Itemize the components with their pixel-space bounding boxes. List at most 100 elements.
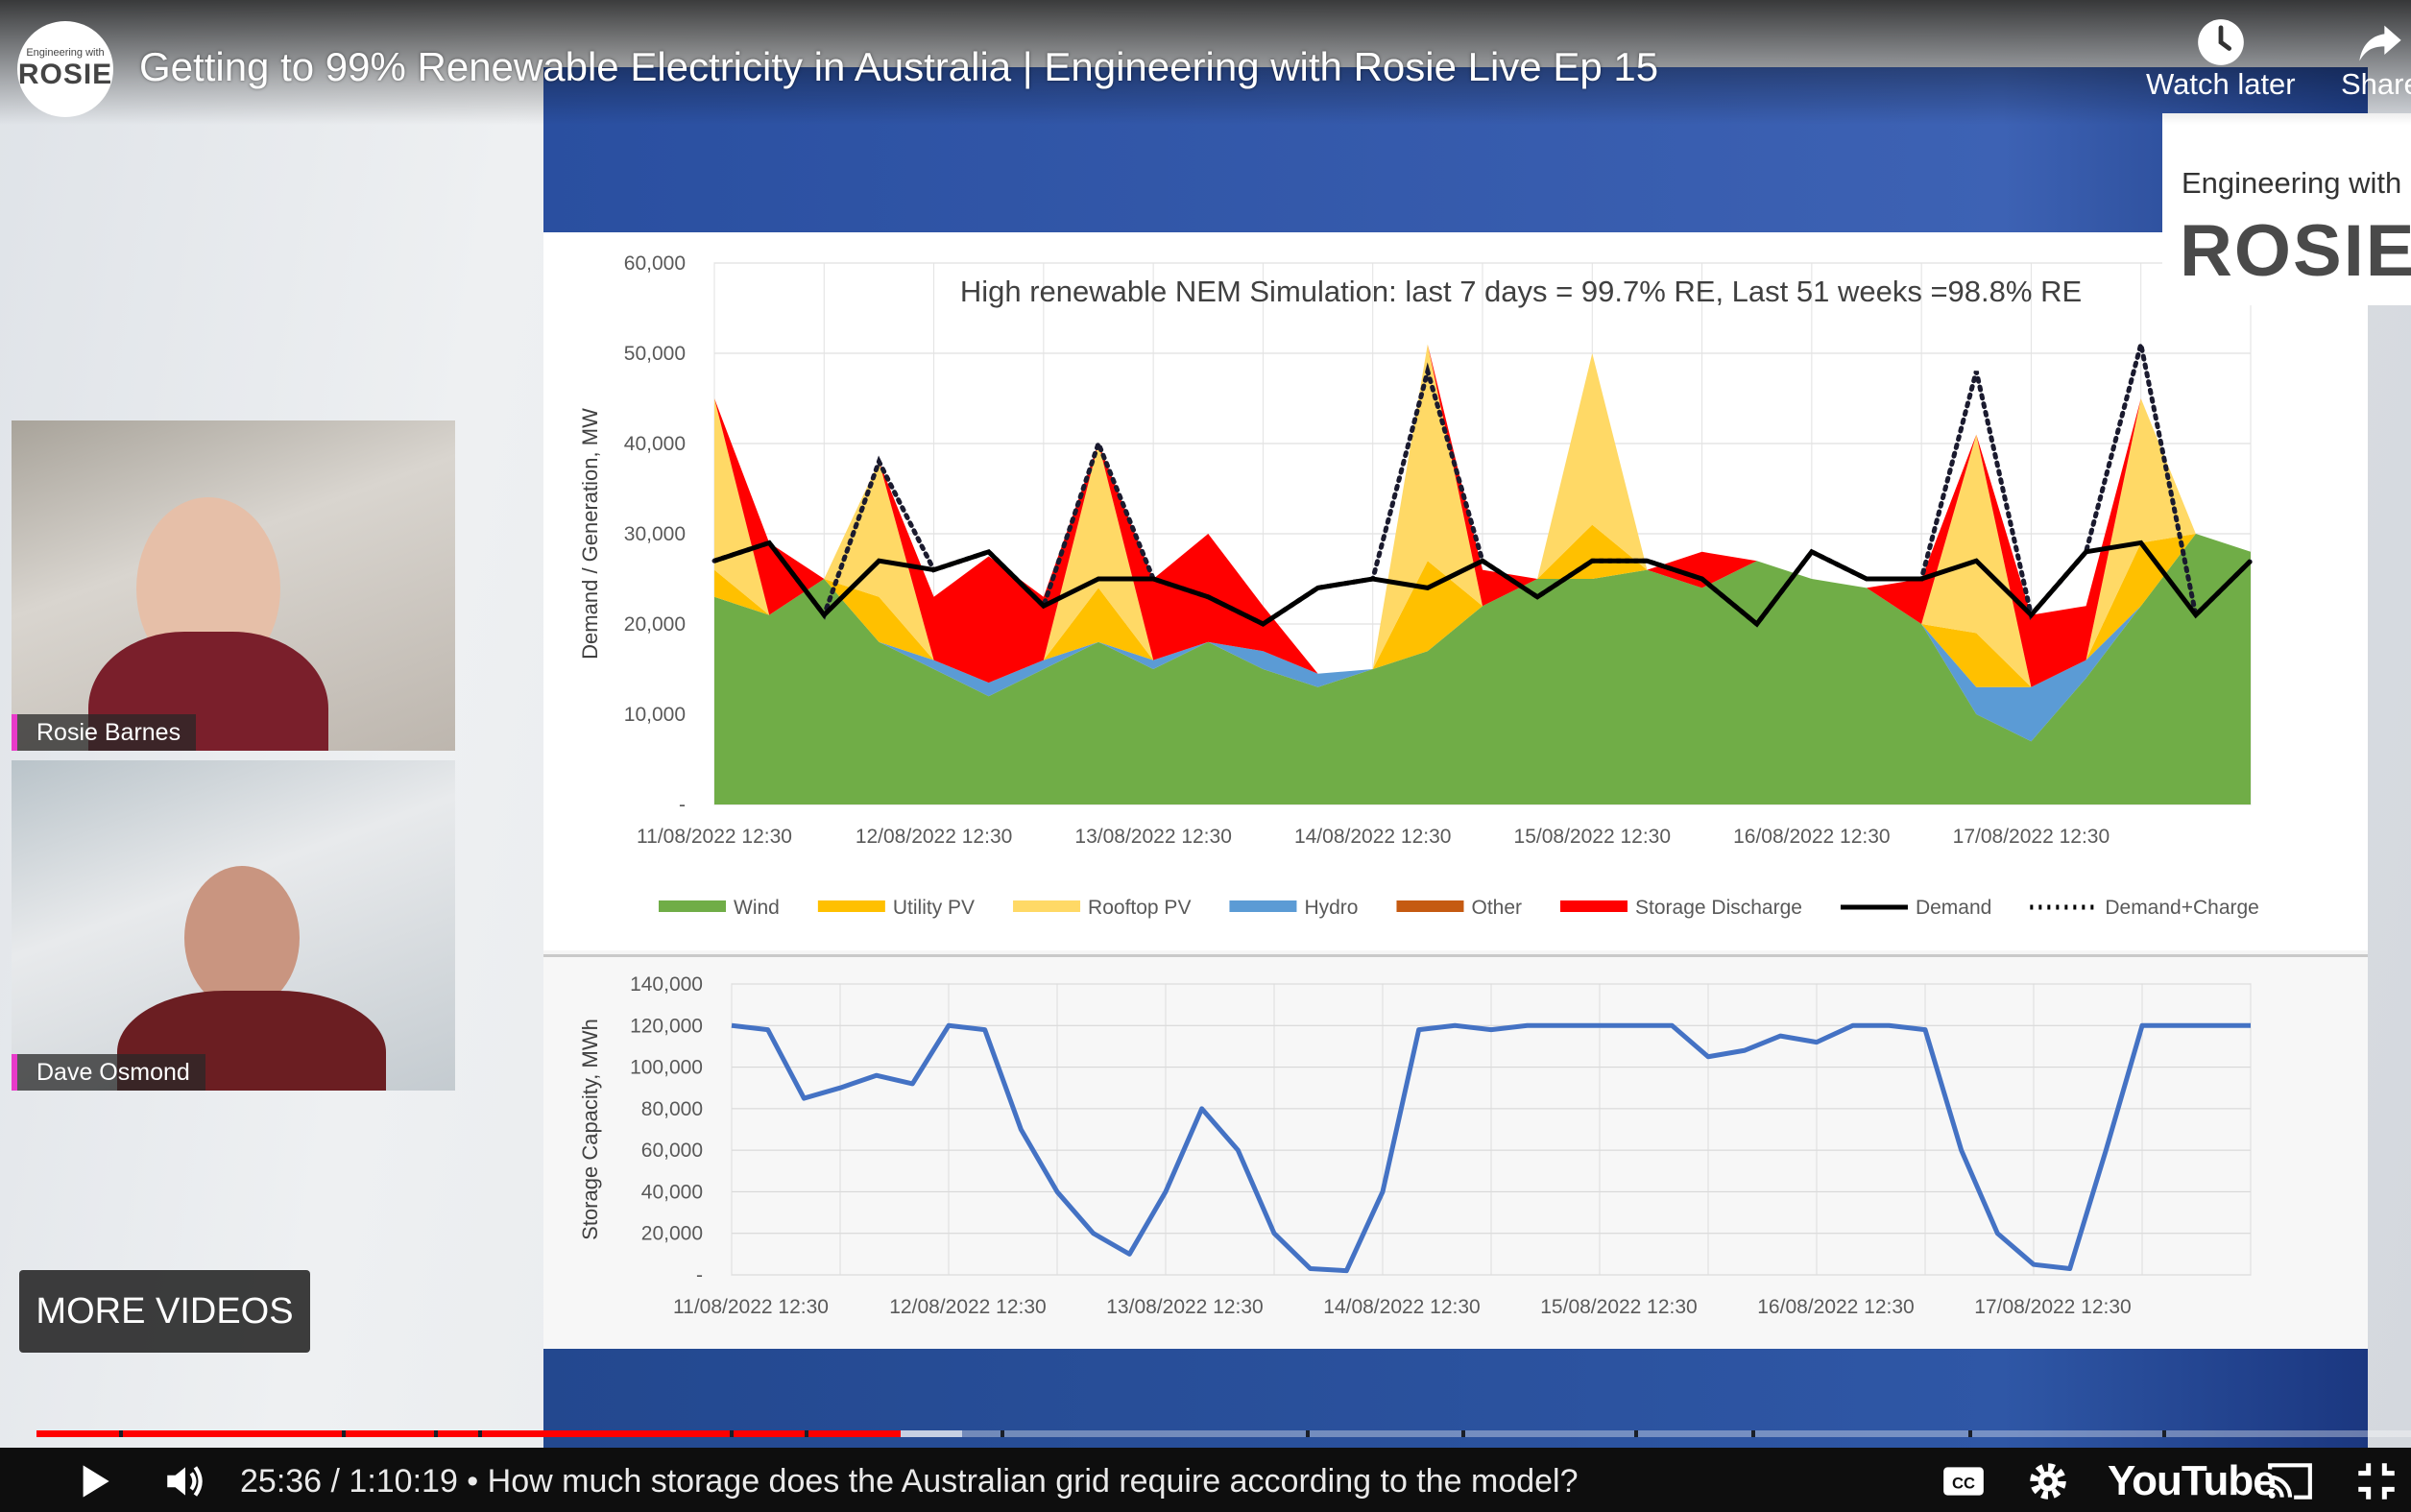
x-tick-label: 17/08/2022 12:30 bbox=[1974, 1296, 2132, 1318]
chapter-marker bbox=[1461, 1430, 1465, 1437]
y-axis-label: Storage Capacity, MWh bbox=[578, 1019, 602, 1240]
watermark-line2: ROSIE bbox=[2180, 210, 2411, 292]
chapter-marker bbox=[730, 1430, 734, 1437]
play-icon[interactable] bbox=[69, 1457, 117, 1505]
x-tick-label: 13/08/2022 12:30 bbox=[1074, 826, 1232, 848]
y-tick-label: 140,000 bbox=[630, 973, 703, 996]
chapter-marker bbox=[119, 1430, 123, 1437]
watch-later-label: Watch later bbox=[2146, 67, 2296, 101]
y-tick-label: - bbox=[679, 794, 686, 816]
player-controls: 25:36 / 1:10:19 • How much storage does … bbox=[0, 1448, 2411, 1512]
y-tick-label: 20,000 bbox=[624, 613, 686, 636]
cast-icon[interactable] bbox=[2266, 1457, 2314, 1505]
storage-chart: 140,000 120,000 100,000 80,000 60,000 40,000 2… bbox=[578, 973, 2252, 1318]
y-tick-label: 60,000 bbox=[624, 252, 686, 275]
storage-line bbox=[731, 1022, 2251, 1274]
y-axis-label: Demand / Generation, MW bbox=[578, 408, 602, 660]
legend-label: Hydro bbox=[1304, 897, 1358, 919]
y-tick-label: - bbox=[696, 1264, 703, 1286]
x-tick-label: 16/08/2022 12:30 bbox=[1757, 1296, 1915, 1318]
captions-icon[interactable]: CC bbox=[1940, 1457, 1988, 1505]
generation-chart: 60,000 50,000 40,000 30,000 20,000 10,000 - Hig… bbox=[578, 252, 2259, 919]
legend-label: Demand+Charge bbox=[2105, 897, 2259, 919]
channel-logo-line2: ROSIE bbox=[17, 59, 113, 90]
channel-avatar[interactable]: Engineering with ROSIE bbox=[17, 21, 113, 117]
progress-bar[interactable] bbox=[36, 1430, 2411, 1437]
participant-silhouette bbox=[184, 866, 300, 1010]
x-tick-label: 11/08/2022 12:30 bbox=[673, 1296, 829, 1318]
area-wind bbox=[714, 534, 2251, 804]
legend-swatch bbox=[1560, 900, 1628, 912]
chapter-marker bbox=[1001, 1430, 1004, 1437]
youtube-logo[interactable]: YouTube bbox=[2108, 1457, 2277, 1504]
participant-name: Dave Osmond bbox=[36, 1058, 190, 1086]
channel-watermark: Engineering with ROSIE bbox=[2162, 113, 2411, 305]
legend-swatch bbox=[817, 900, 885, 912]
participant-nameplate: Rosie Barnes bbox=[12, 714, 197, 751]
video-title-bar: Engineering with ROSIE Getting to 99% Re… bbox=[0, 0, 2411, 125]
share-label: Share bbox=[2341, 67, 2411, 101]
participant-name: Rosie Barnes bbox=[36, 718, 181, 746]
participant-nameplate: Dave Osmond bbox=[12, 1054, 205, 1091]
x-tick-label: 14/08/2022 12:30 bbox=[1294, 826, 1452, 848]
settings-gear-icon[interactable] bbox=[2024, 1457, 2072, 1505]
watermark-line1: Engineering with bbox=[2182, 166, 2402, 200]
chapter-marker bbox=[1968, 1430, 1972, 1437]
x-tick-label: 15/08/2022 12:30 bbox=[1540, 1296, 1698, 1318]
exit-fullscreen-icon[interactable] bbox=[2352, 1457, 2400, 1505]
y-tick-label: 50,000 bbox=[624, 343, 686, 365]
x-tick-label: 17/08/2022 12:30 bbox=[1953, 826, 2110, 848]
chapter-marker bbox=[1634, 1430, 1638, 1437]
y-tick-label: 80,000 bbox=[641, 1098, 703, 1120]
clock-icon bbox=[2197, 19, 2244, 65]
x-tick-label: 12/08/2022 12:30 bbox=[856, 826, 1013, 848]
more-videos-button[interactable]: MORE VIDEOS bbox=[19, 1270, 310, 1353]
channel-logo-line1: Engineering with bbox=[26, 47, 105, 59]
line-demand bbox=[713, 540, 2253, 628]
played-bar bbox=[36, 1430, 902, 1437]
share-button[interactable]: Share bbox=[2341, 17, 2411, 102]
chapter-marker bbox=[1306, 1430, 1310, 1437]
x-tick-label: 14/08/2022 12:30 bbox=[1323, 1296, 1481, 1318]
svg-text:CC: CC bbox=[1952, 1474, 1975, 1492]
y-tick-label: 10,000 bbox=[624, 704, 686, 726]
video-title[interactable]: Getting to 99% Renewable Electricity in … bbox=[139, 44, 1659, 89]
y-tick-label: 20,000 bbox=[641, 1223, 703, 1245]
timecode-and-chapter: 25:36 / 1:10:19 • How much storage does … bbox=[240, 1463, 1579, 1500]
legend-swatch bbox=[1229, 900, 1297, 912]
legend-label: Storage Discharge bbox=[1635, 897, 1802, 919]
generation-chart-panel: 60,000 50,000 40,000 30,000 20,000 10,000 - Hig… bbox=[543, 232, 2368, 950]
y-tick-label: 100,000 bbox=[630, 1057, 703, 1079]
chapter-marker bbox=[342, 1430, 346, 1437]
legend-swatch bbox=[1396, 900, 1464, 912]
chart-title: High renewable NEM Simulation: last 7 da… bbox=[960, 275, 2082, 308]
x-tick-label: 16/08/2022 12:30 bbox=[1733, 826, 1891, 848]
y-tick-label: 60,000 bbox=[641, 1140, 703, 1162]
chapter-marker bbox=[805, 1430, 808, 1437]
x-tick-label: 11/08/2022 12:30 bbox=[637, 826, 792, 848]
chapter-marker bbox=[1751, 1430, 1755, 1437]
participant-video-rosie: Rosie Barnes bbox=[12, 420, 455, 751]
legend-label: Rooftop PV bbox=[1088, 897, 1191, 919]
participant-video-dave: Dave Osmond bbox=[12, 760, 455, 1091]
legend-swatch bbox=[659, 900, 726, 912]
legend-label: Utility PV bbox=[893, 897, 975, 919]
watch-later-button[interactable]: Watch later bbox=[2146, 17, 2296, 102]
chapter-marker bbox=[434, 1430, 438, 1437]
x-tick-label: 12/08/2022 12:30 bbox=[889, 1296, 1047, 1318]
chapter-marker bbox=[2162, 1430, 2166, 1437]
y-tick-label: 40,000 bbox=[641, 1181, 703, 1203]
x-tick-label: 13/08/2022 12:30 bbox=[1106, 1296, 1264, 1318]
legend-swatch bbox=[1013, 900, 1081, 912]
y-tick-label: 120,000 bbox=[630, 1015, 703, 1037]
y-tick-label: 40,000 bbox=[624, 433, 686, 455]
volume-icon[interactable] bbox=[161, 1457, 209, 1505]
legend-label: Wind bbox=[734, 897, 780, 919]
legend-label: Other bbox=[1471, 897, 1522, 919]
storage-chart-panel: 140,000 120,000 100,000 80,000 60,000 40,000 2… bbox=[543, 954, 2368, 1349]
share-arrow-icon bbox=[2359, 25, 2402, 61]
presentation-slide: 60,000 50,000 40,000 30,000 20,000 10,000 - Hig… bbox=[543, 232, 2368, 1349]
y-tick-label: 30,000 bbox=[624, 523, 686, 545]
legend-label: Demand bbox=[1916, 897, 1991, 919]
